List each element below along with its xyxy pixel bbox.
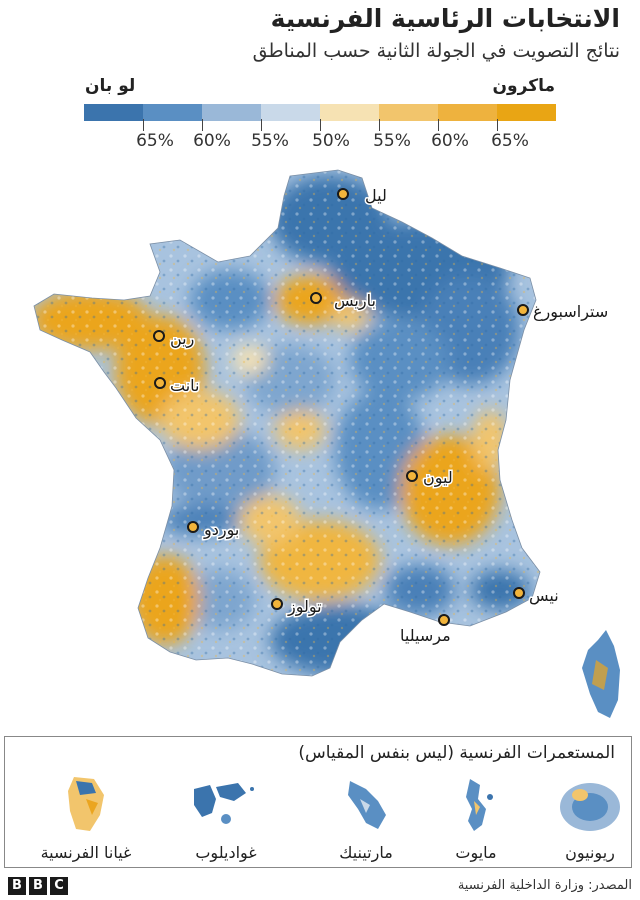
city-label-lille: ليل xyxy=(365,186,387,205)
scale-swatch-7 xyxy=(438,104,497,121)
chart-subtitle: نتائج التصويت في الجولة الثانية حسب المن… xyxy=(252,40,620,62)
city-label-rennes: رين xyxy=(170,329,194,349)
legend-macron-label: ماكرون xyxy=(492,76,555,96)
scale-tick-label: 55% xyxy=(251,131,289,151)
city-marker-marseille xyxy=(438,614,450,626)
city-marker-lille xyxy=(337,188,349,200)
scale-tick-label: 60% xyxy=(193,131,231,151)
scale-tick xyxy=(497,119,498,131)
scale-tick xyxy=(261,119,262,131)
city-label-paris: باريس xyxy=(334,291,376,311)
colony-label-guadeloupe: غواديلوب xyxy=(195,843,257,862)
scale-tick-label: 55% xyxy=(373,131,411,151)
colony-label-mayotte: مايوت xyxy=(455,843,497,862)
legend-color-scale xyxy=(84,104,556,121)
scale-swatch-1 xyxy=(84,104,143,121)
corsica-island xyxy=(582,630,620,718)
scale-tick xyxy=(438,119,439,131)
city-marker-bordeaux xyxy=(187,521,199,533)
scale-tick xyxy=(320,119,321,131)
bbc-logo: B B C xyxy=(8,877,68,895)
scale-swatch-5 xyxy=(320,104,379,121)
colony-guadeloupe: غواديلوب xyxy=(171,775,281,865)
colony-mayotte: مايوت xyxy=(421,775,531,865)
colony-label-french-guiana: غيانا الفرنسية xyxy=(40,843,132,862)
city-label-toulouse: تولوز xyxy=(287,597,322,617)
bbc-logo-letter: B xyxy=(29,877,47,895)
colony-french-guiana: غيانا الفرنسية xyxy=(31,775,141,865)
city-markers: ليل باريس ستراسبورغ رين نانت ليون بوردو … xyxy=(153,185,610,648)
scale-swatch-6 xyxy=(379,104,438,121)
scale-tick-label: 50% xyxy=(312,131,350,151)
legend-lepen-label: لو بان xyxy=(85,76,136,96)
chart-title: الانتخابات الرئاسية الفرنسية xyxy=(270,4,620,33)
scale-tick xyxy=(143,119,144,131)
source-note: المصدر: وزارة الداخلية الفرنسية xyxy=(457,878,632,893)
city-label-marseille: مرسيليا xyxy=(400,626,451,646)
city-marker-toulouse xyxy=(271,598,283,610)
city-marker-nantes xyxy=(154,377,166,389)
city-marker-lyon xyxy=(406,470,418,482)
city-marker-paris xyxy=(310,292,322,304)
scale-tick xyxy=(379,119,380,131)
city-label-nantes: نانت xyxy=(170,376,200,395)
scale-tick xyxy=(202,119,203,131)
scale-swatch-2 xyxy=(143,104,202,121)
city-label-strasbourg: ستراسبورغ xyxy=(533,302,608,322)
colony-reunion: ريونيون xyxy=(535,775,640,865)
colony-label-martinique: مارتينيك xyxy=(339,843,393,862)
city-label-lyon: ليون xyxy=(423,468,453,488)
scale-swatch-8 xyxy=(497,104,556,121)
scale-tick-label: 65% xyxy=(491,131,529,151)
city-marker-strasbourg xyxy=(517,304,529,316)
scale-swatch-3 xyxy=(202,104,261,121)
colony-martinique: مارتينيك xyxy=(311,775,421,865)
mayotte-map xyxy=(466,779,493,831)
vote-share-surface xyxy=(34,170,540,676)
city-marker-rennes xyxy=(153,330,165,342)
city-label-nice: نيس xyxy=(529,586,559,606)
bbc-logo-letter: B xyxy=(8,877,26,895)
martinique-map xyxy=(348,781,386,829)
scale-tick-label: 60% xyxy=(431,131,469,151)
guadeloupe-map xyxy=(194,783,254,824)
overseas-territories-box: المستعمرات الفرنسية (ليس بنفس المقياس) ر… xyxy=(4,736,632,868)
reunion-map xyxy=(560,783,620,831)
french-guiana-map xyxy=(68,777,104,831)
bbc-logo-letter: C xyxy=(50,877,68,895)
city-marker-nice xyxy=(513,587,525,599)
scale-swatch-4 xyxy=(261,104,320,121)
city-label-bordeaux: بوردو xyxy=(203,520,239,540)
overseas-title: المستعمرات الفرنسية (ليس بنفس المقياس) xyxy=(298,743,615,763)
colony-label-reunion: ريونيون xyxy=(565,843,615,862)
france-map: ليل باريس ستراسبورغ رين نانت ليون بوردو … xyxy=(33,169,620,718)
scale-tick-label: 65% xyxy=(136,131,174,151)
